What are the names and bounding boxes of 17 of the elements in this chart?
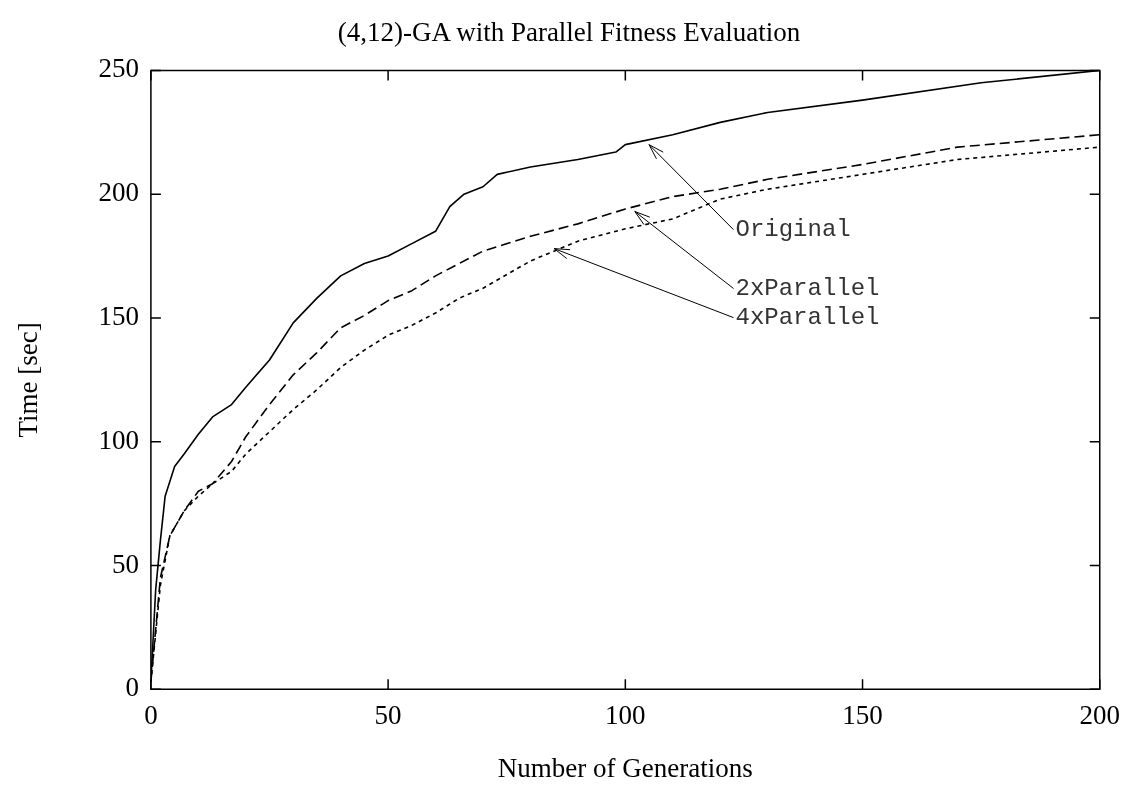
chart-title: (4,12)-GA with Parallel Fitness Evaluation [337, 17, 801, 48]
y-tick-label: 100 [98, 424, 139, 455]
annotation: 2xParallel [735, 274, 880, 302]
x-tick-label: 50 [374, 700, 402, 731]
y-tick-label: 200 [98, 177, 139, 208]
y-tick-label: 0 [125, 672, 139, 703]
y-tick-label: 150 [98, 301, 139, 332]
y-axis-title: Time [sec] [13, 322, 44, 438]
x-tick-label: 200 [1079, 700, 1120, 731]
x-tick-label: 100 [605, 700, 646, 731]
x-tick-label: 150 [842, 700, 883, 731]
x-tick-label: 0 [144, 700, 158, 731]
y-tick-label: 250 [98, 53, 139, 84]
x-axis-title: Number of Generations [497, 752, 753, 783]
annotation: Original [735, 216, 851, 244]
annotation: 4xParallel [735, 303, 880, 331]
y-tick-label: 50 [111, 548, 139, 579]
